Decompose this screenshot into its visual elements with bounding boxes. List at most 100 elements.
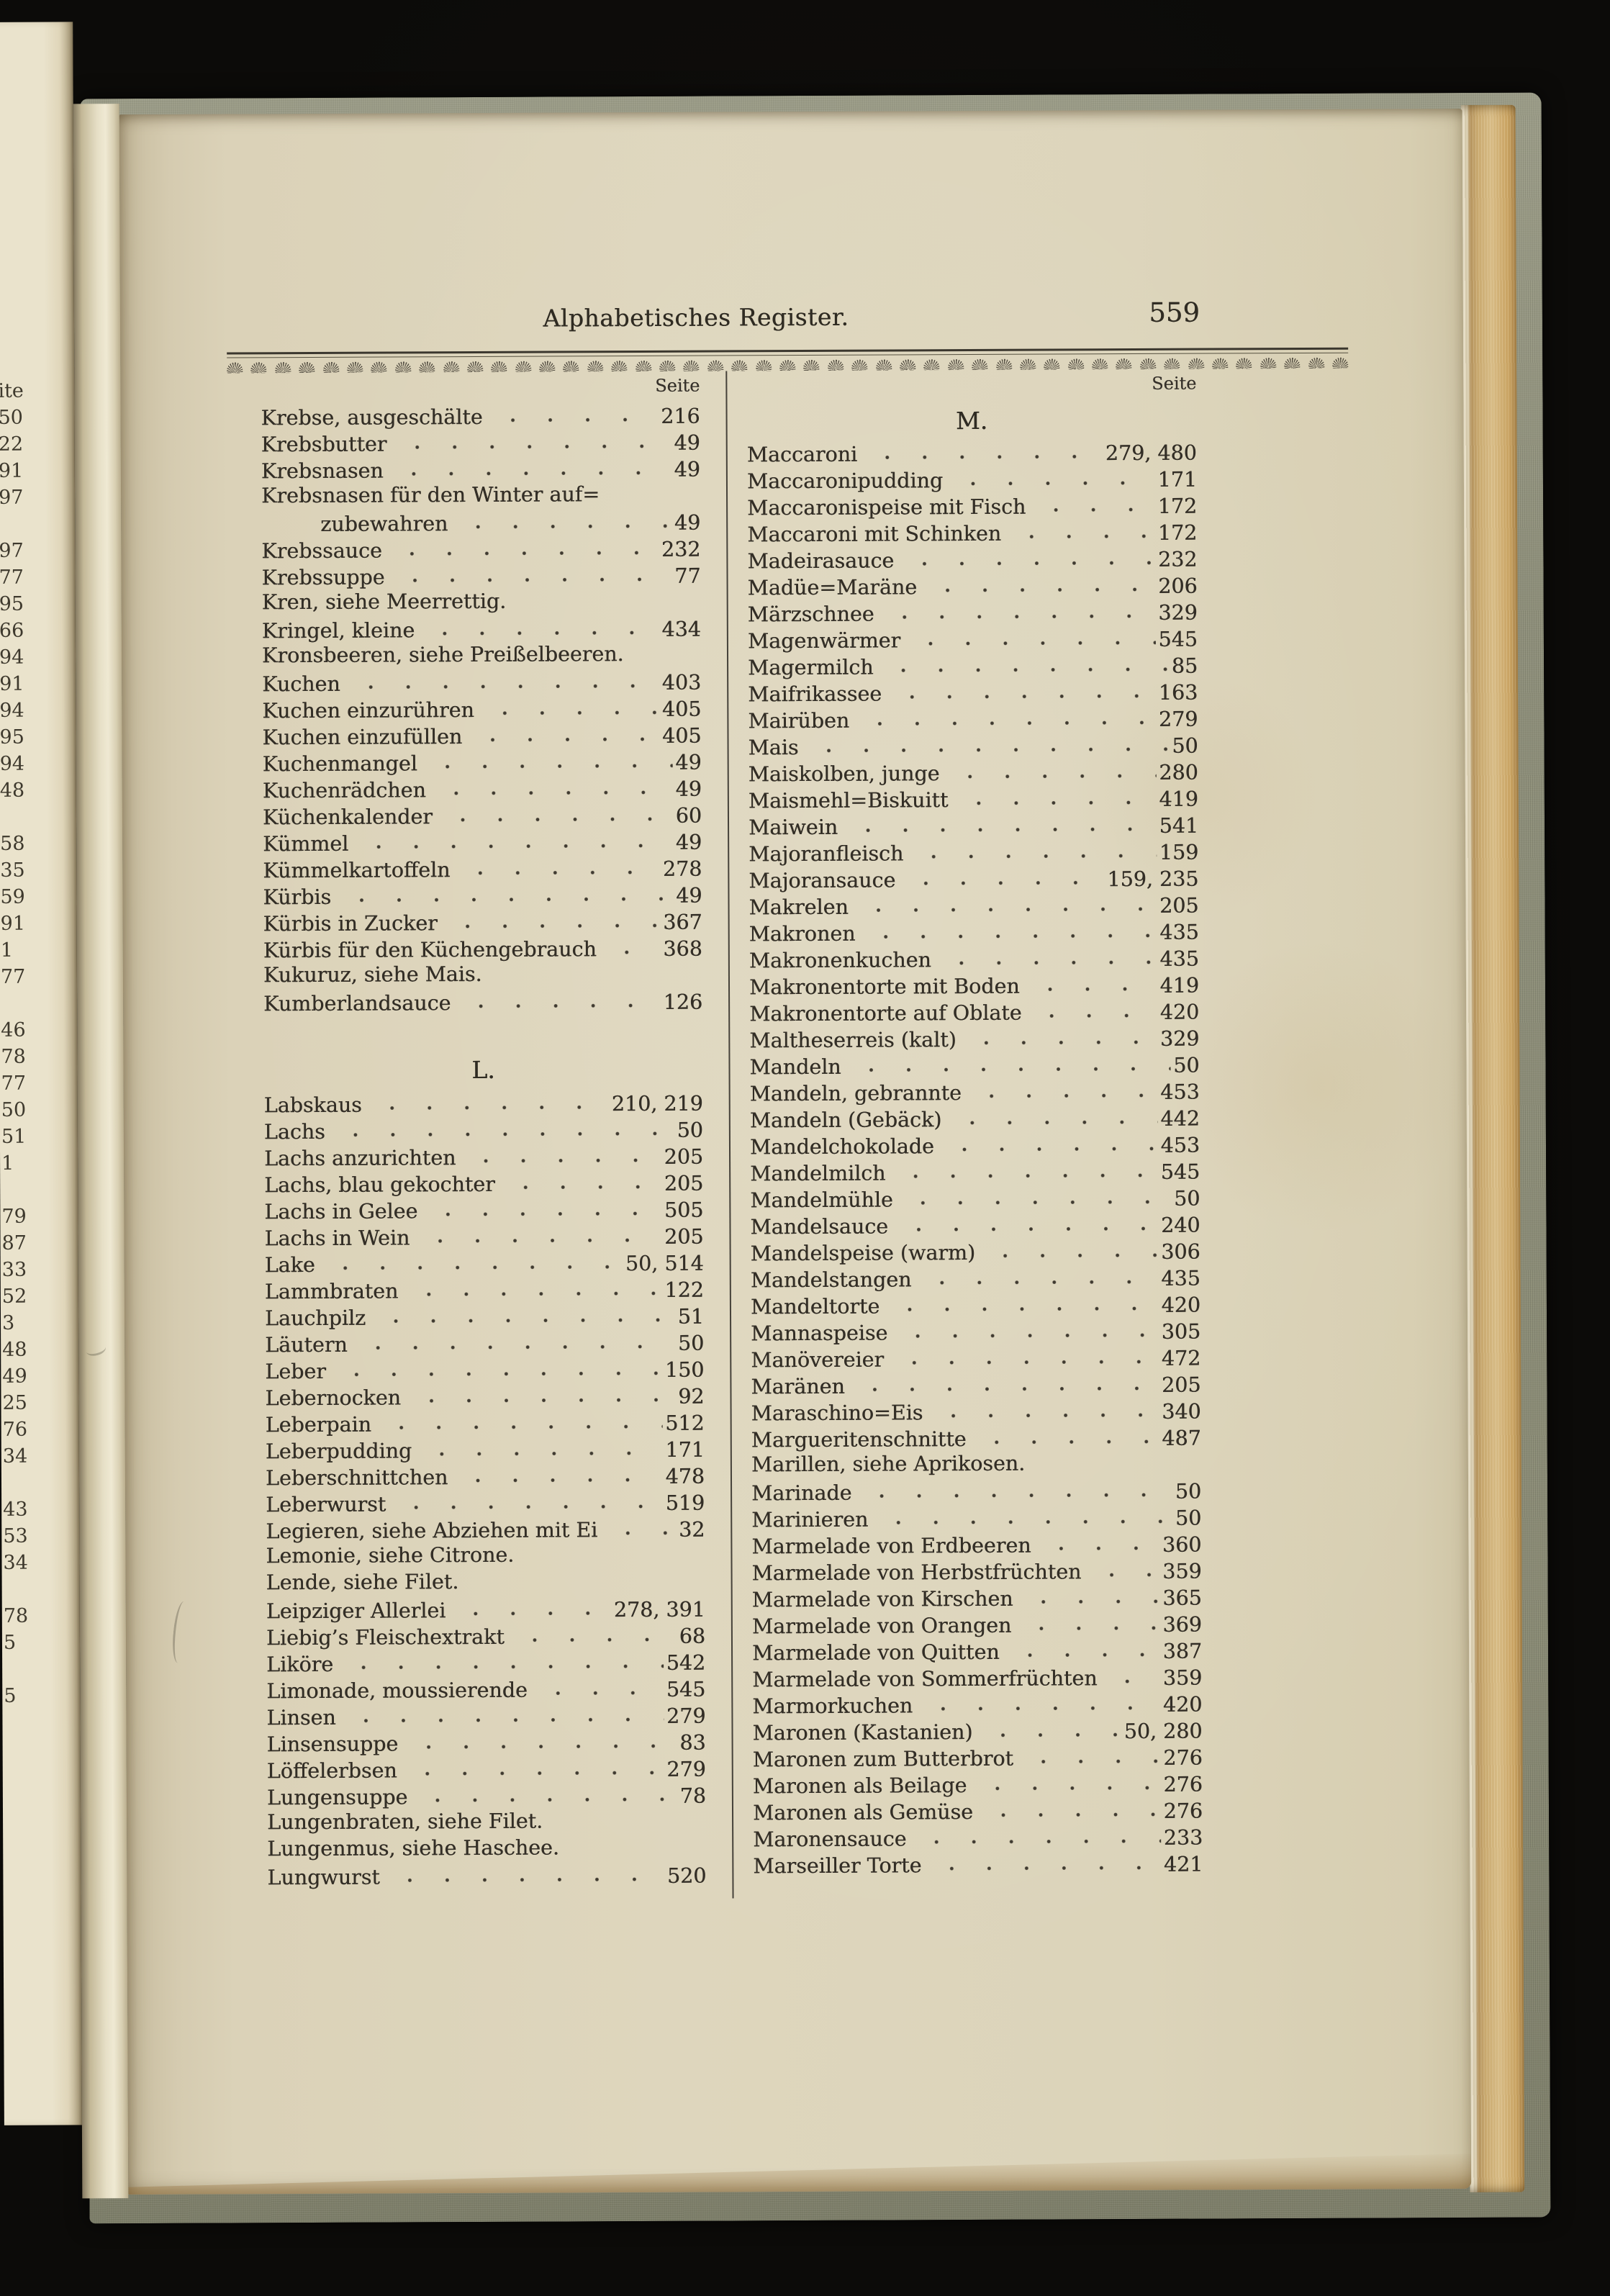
- dot-leader: [861, 704, 1157, 728]
- index-entry: Leberschnittchen 478: [266, 1461, 705, 1490]
- entry-page-number: 216: [661, 404, 700, 428]
- index-entry: Linsen 279: [266, 1701, 706, 1730]
- entry-text: Mandelsauce: [750, 1214, 889, 1239]
- fan-ornament-icon: [707, 360, 724, 371]
- dot-leader: [928, 571, 1156, 595]
- entry-text: Legieren, siehe Abziehen mit Ei: [266, 1518, 598, 1544]
- index-entry: Leipziger Allerlei 278, 391: [266, 1595, 705, 1623]
- entry-text: Küchenkalender: [262, 805, 433, 830]
- facing-page-number-fragment: 51: [1, 1125, 27, 1148]
- index-entry: Maronensauce 233: [753, 1822, 1203, 1851]
- index-entry: Lachs in Gelee 505: [264, 1195, 703, 1224]
- index-entry: Marinade 50: [751, 1476, 1202, 1506]
- entry-text: Maiskolben, junge: [748, 761, 940, 787]
- entry-text: Marmelade von Orangen: [751, 1613, 1012, 1639]
- entry-page-number: 519: [665, 1491, 705, 1515]
- facing-page-number-fragment: 76: [2, 1418, 28, 1441]
- entry-page-number: 205: [664, 1144, 704, 1169]
- entry-text: Margueritenschnitte: [751, 1427, 967, 1452]
- entry-page-number: 32: [678, 1517, 705, 1542]
- entry-text: Marseiller Torte: [753, 1853, 922, 1879]
- fan-ornament-icon: [250, 362, 267, 374]
- entry-page-number: 205: [664, 1224, 704, 1249]
- dot-leader: [437, 774, 673, 797]
- index-entry: Lachs 50: [264, 1115, 703, 1144]
- entry-page-number: 279: [666, 1704, 706, 1728]
- entry-text: Mandeln: [749, 1054, 841, 1080]
- index-entry: Leberpain 512: [266, 1408, 705, 1437]
- entry-text: Marinieren: [751, 1507, 869, 1532]
- facing-page-number-fragment: 87: [1, 1231, 27, 1255]
- entry-text: Kümmel: [263, 831, 349, 857]
- fan-ornament-icon: [1308, 357, 1324, 369]
- entry-page-number: 359: [1162, 1665, 1203, 1690]
- entry-page-number: 276: [1163, 1799, 1203, 1823]
- section-letter-heading: L.: [471, 1055, 495, 1085]
- entry-page-number: 545: [1158, 627, 1198, 651]
- dot-leader: [412, 1381, 676, 1405]
- index-entry: Lammbraten 122: [265, 1275, 704, 1303]
- index-entry: Labskaus 210, 219: [264, 1089, 703, 1117]
- entry-text: Mandelmilch: [750, 1161, 886, 1186]
- dot-leader: [347, 1701, 664, 1725]
- entry-text: Kürbis für den Küchengebrauch: [263, 937, 597, 963]
- entry-page-number: 50: [677, 1331, 705, 1355]
- fan-ornament-icon: [779, 360, 796, 371]
- dot-leader: [945, 1130, 1158, 1154]
- dot-leader: [1033, 997, 1157, 1020]
- entry-text: Kringel, kleine: [261, 618, 415, 643]
- entry-page-number: 68: [679, 1624, 706, 1648]
- entry-page-number: 172: [1157, 494, 1198, 518]
- entry-page-number: 542: [666, 1650, 706, 1675]
- facing-page-number-fragment: 49: [2, 1365, 27, 1388]
- entry-text: Kuchen einzufüllen: [262, 725, 463, 750]
- dot-leader: [852, 1050, 1171, 1074]
- index-entry: Makronentorte auf Oblate 420: [749, 997, 1199, 1026]
- entry-page-number: 150: [664, 1357, 705, 1382]
- entry-page-number: 359: [1162, 1559, 1202, 1583]
- fan-ornament-icon: [587, 361, 604, 372]
- dot-leader: [494, 401, 659, 424]
- entry-text: Liköre: [266, 1652, 334, 1677]
- entry-page-number: 49: [676, 883, 702, 908]
- index-column-left: Krebse, ausgeschälte 216 Krebsbutter 49 Kreb…: [261, 401, 706, 1890]
- entry-page-number: 368: [663, 936, 702, 961]
- dot-leader: [467, 1142, 661, 1165]
- index-entry: Lebernocken 92: [265, 1381, 705, 1410]
- index-entry: Mairüben 279: [748, 704, 1198, 733]
- entry-text: Lauchpilz: [264, 1306, 366, 1331]
- entry-page-number: 278: [662, 857, 702, 881]
- entry-text: Makronen: [749, 921, 856, 946]
- entry-text: Mandelmühle: [750, 1188, 893, 1213]
- dot-leader: [849, 810, 1157, 834]
- facing-page-number-fragment: [2, 1576, 80, 1602]
- index-entry: Mandeltorte 420: [751, 1290, 1200, 1319]
- index-entry: Löffelerbsen 279: [267, 1754, 706, 1783]
- facing-page-number-fragment: [2, 1709, 80, 1735]
- entry-text: Linsensuppe: [266, 1732, 399, 1757]
- facing-page-number-fragment: 25: [2, 1391, 27, 1414]
- index-entry: Lungwurst 520: [267, 1861, 706, 1889]
- entry-page-number: 340: [1162, 1399, 1201, 1424]
- fan-ornament-icon: [1188, 358, 1204, 369]
- index-entry: Leber 150: [265, 1355, 705, 1383]
- index-entry: Marmorkuchen 420: [752, 1689, 1203, 1718]
- entry-text: Marinade: [751, 1481, 852, 1506]
- index-entry: Makronen 435: [749, 917, 1199, 946]
- facing-page-number-fragment: 97: [0, 539, 24, 562]
- dot-leader: [506, 1168, 661, 1191]
- dot-leader: [859, 890, 1157, 914]
- entry-page-number: 420: [1162, 1692, 1203, 1717]
- facing-page-number-fragment: 50: [0, 406, 23, 429]
- fan-ornament-icon: [635, 360, 651, 372]
- entry-page-number: 50: [1175, 1479, 1202, 1504]
- fan-ornament-icon: [611, 361, 628, 372]
- index-entry: Mandeln 50: [749, 1050, 1200, 1080]
- fan-ornament-icon: [659, 360, 676, 371]
- index-entry: Kuchen einzufüllen 405: [262, 720, 702, 750]
- entry-text: Lungenmus, siehe Haschee.: [267, 1835, 560, 1861]
- entry-text: Kuchen: [262, 672, 340, 697]
- dot-leader: [977, 1423, 1159, 1446]
- entry-page-number: 279, 480: [1105, 440, 1197, 466]
- entry-text: Maraschino=Eis: [751, 1401, 923, 1426]
